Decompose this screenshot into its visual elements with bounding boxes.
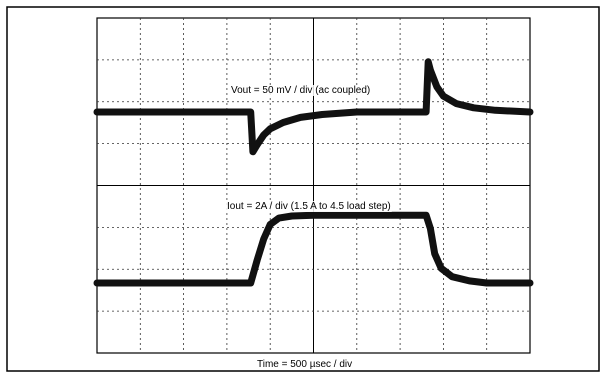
vout-trace <box>93 58 534 156</box>
time-scale-label: Time = 500 µsec / div <box>257 359 352 370</box>
iout-trace <box>93 211 534 287</box>
label-background <box>230 85 372 96</box>
traces <box>93 58 534 287</box>
iout-trace-label: Iout = 2A / div (1.5 A to 4.5 load step) <box>227 201 391 212</box>
outer-frame <box>6 6 600 372</box>
label-background <box>226 201 392 212</box>
vout-trace-label: Vout = 50 mV / div (ac coupled) <box>231 85 370 96</box>
